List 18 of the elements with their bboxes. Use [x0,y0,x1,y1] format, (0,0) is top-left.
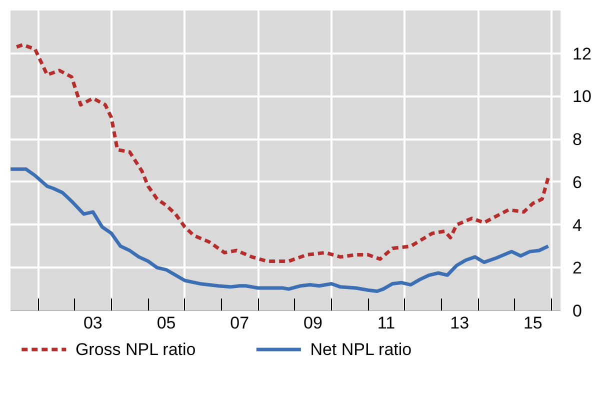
x-tick-label: 09 [304,314,322,332]
x-tick-label: 11 [377,314,396,332]
y-tick-label: 6 [572,172,582,192]
y-tick-label: 4 [572,216,582,235]
line-series [14,43,550,263]
x-tick-label: 15 [523,314,542,332]
line-series [10,167,550,293]
x-tick-label: 07 [230,314,250,332]
y-tick-label: 12 [572,44,592,64]
x-tick-label: 05 [156,314,176,332]
x-tick-label: 03 [83,314,102,332]
legend-label: Gross NPL ratio [75,340,196,359]
y-tick-label: 10 [572,87,592,106]
y-tick-label: 8 [572,130,582,150]
y-tick-label: 2 [572,258,582,278]
x-tick-label: 13 [450,314,470,332]
legend-label: Net NPL ratio [310,340,412,359]
y-tick-label: 0 [572,302,582,320]
